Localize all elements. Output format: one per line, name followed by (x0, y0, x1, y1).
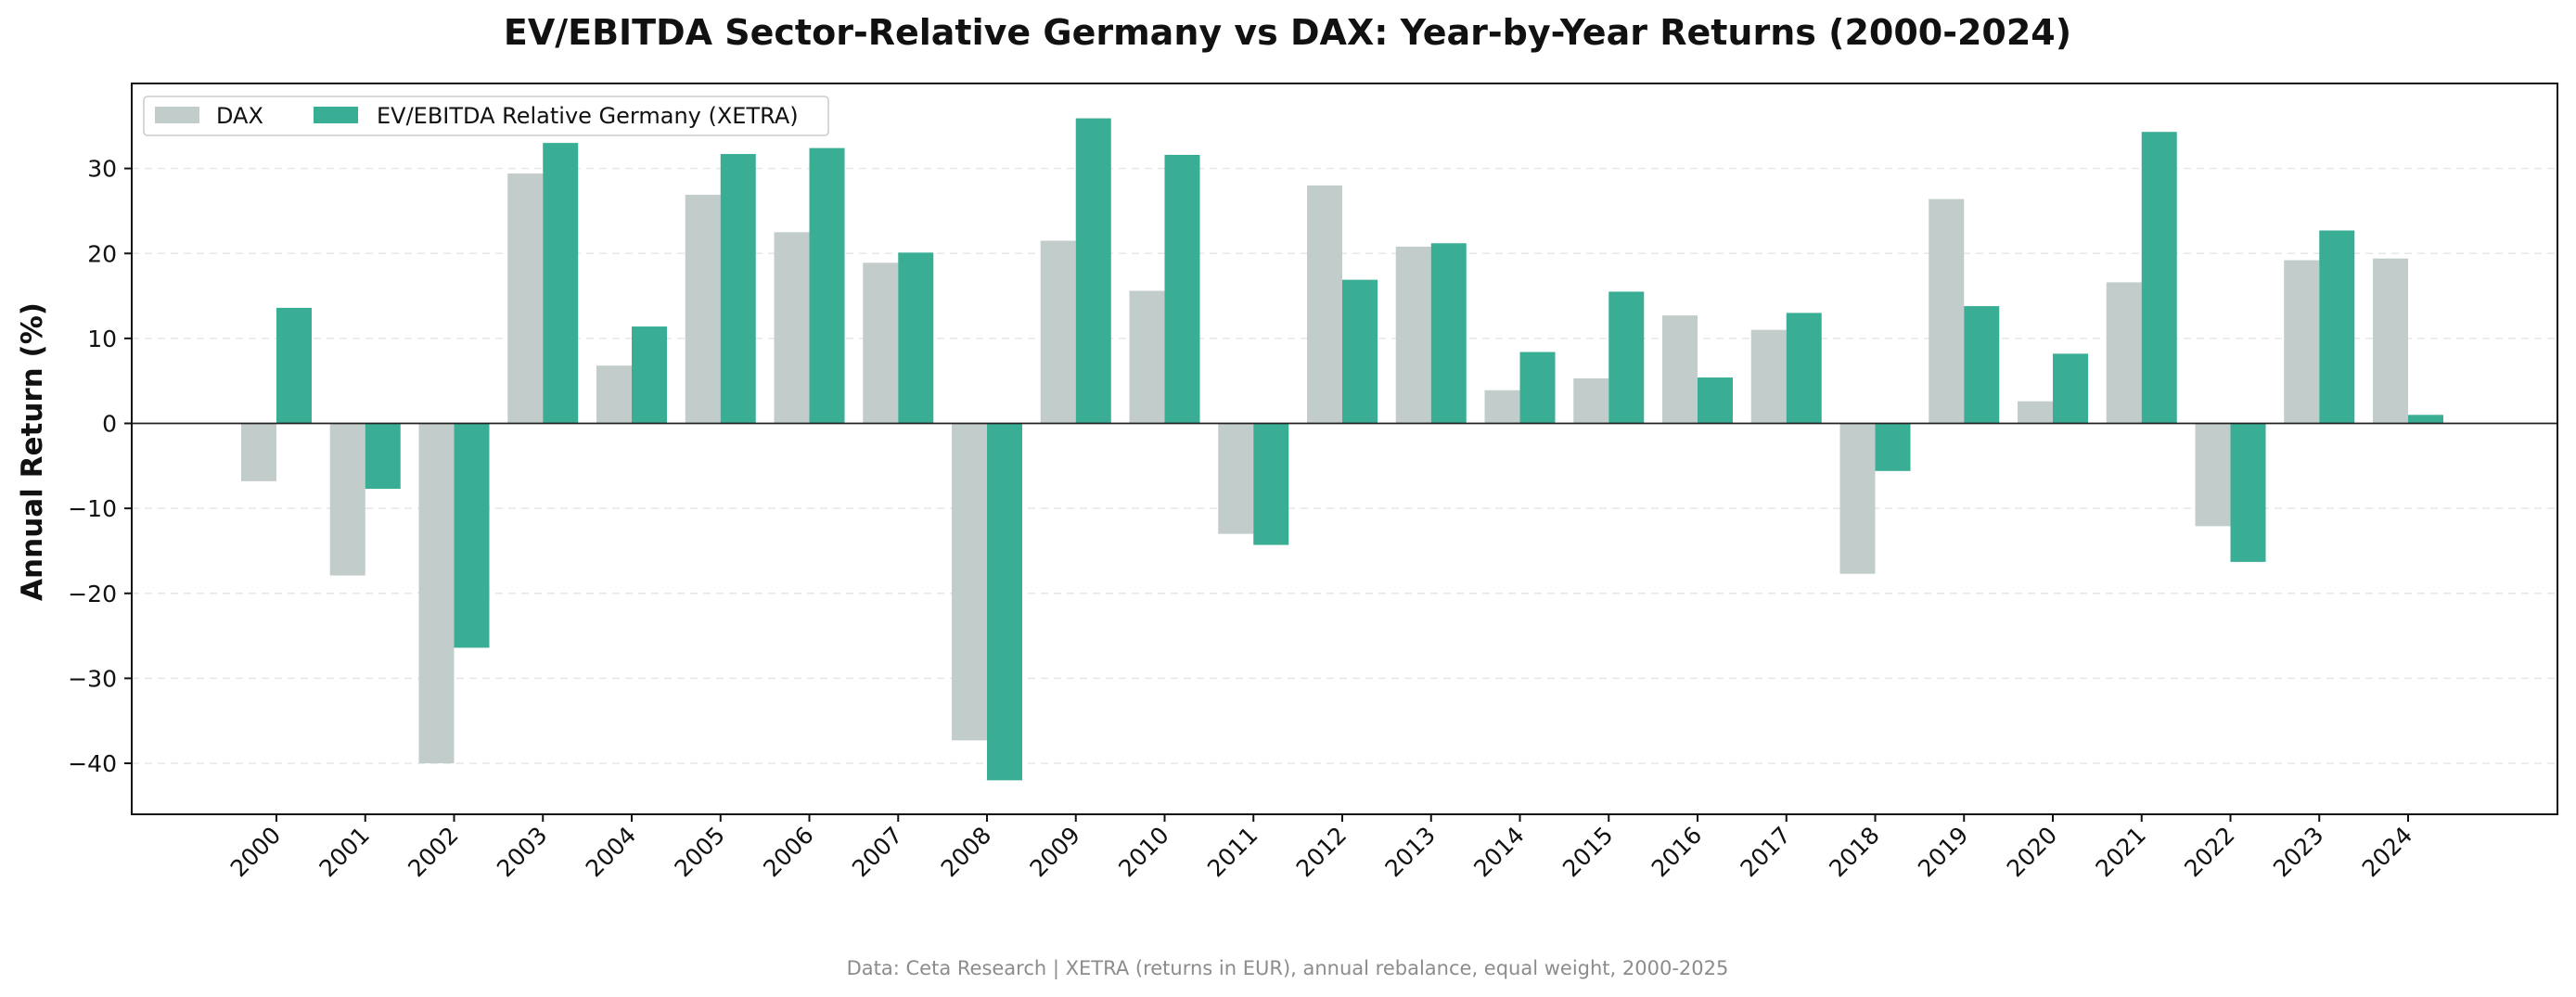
y-tick-label: −20 (68, 581, 117, 607)
x-tick-label: 2004 (581, 822, 641, 882)
bar-strategy-2001 (365, 423, 401, 490)
bar-dax-2004 (596, 365, 632, 424)
bar-dax-2001 (329, 423, 365, 576)
bar-strategy-2009 (1075, 118, 1111, 424)
bar-dax-2014 (1484, 390, 1520, 424)
bar-strategy-2022 (2230, 423, 2266, 562)
y-tick-label: −10 (68, 495, 117, 522)
bar-dax-2007 (863, 262, 899, 424)
x-tick-label: 2015 (1557, 822, 1618, 882)
y-tick-label: −40 (68, 750, 117, 777)
x-tick-label: 2019 (1913, 822, 1973, 882)
plot-area-frame (131, 83, 2558, 815)
bar-dax-2020 (2018, 401, 2053, 424)
bar-dax-2022 (2195, 423, 2231, 527)
x-tick-label: 2006 (758, 822, 818, 882)
x-tick-label: 2011 (1202, 822, 1262, 882)
bar-strategy-2021 (2141, 132, 2177, 424)
bar-strategy-2010 (1164, 154, 1200, 424)
x-tick-label: 2001 (314, 822, 374, 882)
x-axis-ticks: 2000 2001 2002 2003 2004 2005 2006 2007 2008 2009… (225, 814, 2417, 882)
bar-series (241, 118, 2443, 781)
y-tick-label: −30 (68, 665, 117, 692)
bar-dax-2016 (1662, 315, 1698, 424)
bar-strategy-2004 (632, 326, 667, 424)
bar-dax-2010 (1129, 290, 1165, 424)
bar-dax-2024 (2373, 258, 2408, 424)
y-tick-label: 0 (102, 411, 117, 438)
bar-dax-2019 (1929, 198, 1965, 424)
bar-strategy-2000 (276, 307, 312, 424)
x-tick-label: 2012 (1291, 822, 1352, 882)
bar-dax-2006 (774, 232, 810, 424)
bar-dax-2009 (1040, 240, 1076, 424)
data-source-footnote: Data: Ceta Research | XETRA (returns in … (847, 957, 1729, 980)
bar-strategy-2011 (1253, 423, 1289, 545)
bar-dax-2011 (1218, 423, 1254, 534)
bar-strategy-2015 (1608, 291, 1645, 424)
x-tick-label: 2022 (2179, 822, 2239, 882)
bar-dax-2018 (1839, 423, 1876, 574)
x-tick-label: 2013 (1379, 822, 1440, 882)
y-axis-label: Annual Return (%) (16, 302, 49, 601)
bar-dax-2005 (685, 195, 721, 424)
bar-strategy-2007 (898, 252, 934, 424)
legend-swatch-dax (155, 107, 199, 123)
x-tick-label: 2017 (1735, 822, 1795, 882)
bar-strategy-2005 (720, 154, 756, 424)
x-tick-label: 2024 (2357, 822, 2417, 882)
x-tick-label: 2002 (403, 822, 463, 882)
x-tick-label: 2020 (2002, 822, 2062, 882)
bar-strategy-2020 (2053, 353, 2088, 424)
y-axis-ticks: 30 20 10 0 −10 −20 −30 −40 (68, 156, 132, 777)
x-tick-label: 2007 (847, 822, 907, 882)
legend-label-strategy: EV/EBITDA Relative Germany (XETRA) (377, 103, 799, 129)
bar-dax-2013 (1395, 246, 1431, 424)
legend: DAX EV/EBITDA Relative Germany (XETRA) (143, 96, 829, 136)
bar-strategy-2008 (987, 423, 1022, 781)
chart-title: EV/EBITDA Sector-Relative Germany vs DAX… (504, 12, 2071, 53)
x-tick-label: 2016 (1647, 822, 1707, 882)
bar-strategy-2014 (1519, 352, 1556, 424)
y-tick-label: 20 (87, 240, 117, 267)
bar-strategy-2003 (543, 143, 579, 424)
x-tick-label: 2023 (2268, 822, 2328, 882)
x-tick-label: 2008 (936, 822, 996, 882)
bar-strategy-2018 (1875, 423, 1911, 471)
bar-strategy-2017 (1786, 313, 1822, 424)
bar-dax-2002 (418, 423, 455, 764)
bar-strategy-2013 (1430, 243, 1467, 424)
bar-strategy-2006 (809, 147, 845, 424)
bar-dax-2015 (1573, 377, 1609, 424)
legend-label-dax: DAX (216, 103, 263, 129)
bar-dax-2012 (1307, 185, 1342, 424)
bar-dax-2017 (1750, 329, 1787, 424)
bar-dax-2003 (507, 173, 544, 424)
y-tick-label: 30 (87, 156, 117, 183)
grid-lines (132, 167, 2557, 764)
bar-dax-2000 (241, 423, 276, 481)
bar-strategy-2016 (1698, 377, 1733, 424)
bar-dax-2021 (2106, 282, 2142, 424)
bar-strategy-2012 (1342, 279, 1378, 424)
bar-strategy-2023 (2319, 230, 2355, 424)
y-tick-label: 10 (87, 326, 117, 352)
x-tick-label: 2018 (1824, 822, 1884, 882)
x-tick-label: 2010 (1113, 822, 1173, 882)
x-tick-label: 2005 (669, 822, 729, 882)
x-tick-label: 2009 (1024, 822, 1084, 882)
x-tick-label: 2021 (2090, 822, 2150, 882)
bar-strategy-2002 (454, 423, 490, 648)
legend-box (143, 96, 829, 136)
bar-strategy-2024 (2408, 415, 2443, 424)
bar-strategy-2019 (1964, 306, 2000, 424)
bar-dax-2023 (2284, 260, 2320, 424)
bar-dax-2008 (952, 423, 987, 741)
legend-swatch-strategy (314, 107, 358, 123)
x-tick-label: 2000 (225, 822, 286, 882)
x-tick-label: 2003 (492, 822, 552, 882)
x-tick-label: 2014 (1468, 822, 1529, 882)
